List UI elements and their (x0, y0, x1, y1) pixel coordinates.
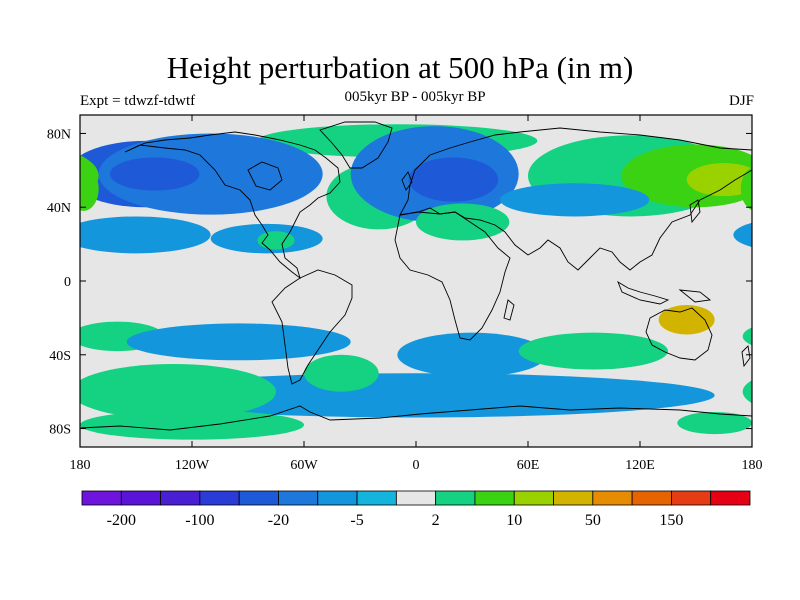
colorbar-swatch (199, 490, 240, 506)
season-label: DJF (728, 93, 754, 109)
field-europe-deep-low (408, 157, 499, 202)
height-perturbation-field (80, 124, 752, 440)
colorbar-swatch (317, 490, 358, 506)
field-south-america-low (126, 323, 351, 361)
map-subtitle: 005kyr BP - 005kyr BP (344, 89, 486, 105)
coastline-australia (645, 307, 713, 361)
colorbar-swatch (671, 490, 712, 506)
coastline-british-isles (401, 171, 413, 191)
field-east-asia-low (500, 183, 650, 217)
colorbar-swatch (395, 490, 437, 506)
map-axes: 180 120W 60W 0 60E 120E 180 80N 40N 0 40S 80S (47, 115, 763, 473)
colorbar-label: 2 (432, 512, 440, 529)
field-north-america-low (98, 133, 323, 215)
lon-tick-label: 180 (70, 458, 91, 473)
lat-tick-label: 80S (49, 423, 71, 438)
coastline-hudson-bay (247, 161, 283, 191)
map-title: Height perturbation at 500 hPa (in m) (166, 50, 634, 85)
colorbar-swatch (592, 490, 633, 506)
colorbar-swatch (238, 490, 279, 506)
colorbar-label: -20 (268, 512, 289, 529)
colorbar-label: -5 (350, 512, 363, 529)
field-australia-strong-high (658, 304, 715, 335)
coastline-new-guinea (678, 289, 712, 303)
field-north-america-deep-low (109, 157, 200, 191)
field-dateline-west-high-wrap (740, 167, 752, 211)
colorbar-swatch (356, 490, 397, 506)
colorbar: -200 -100 -20 -5 2 10 50 150 (81, 490, 751, 529)
colorbar-swatch (513, 490, 554, 506)
field-pacific-strong-high-wrap (80, 168, 90, 191)
colorbar-swatch (710, 490, 751, 506)
field-pacific-strong-high (686, 162, 752, 197)
field-antarctic-high (80, 410, 304, 440)
coastline-eurasia (399, 127, 752, 271)
coastline-antarctica (80, 405, 752, 431)
lon-tick-label: 0 (413, 458, 420, 473)
coastline-new-zealand (741, 345, 751, 368)
field-southern-ocean-high (80, 364, 276, 420)
coastline-greenland (319, 121, 393, 169)
colorbar-swatch (553, 490, 594, 506)
lon-tick-label: 60E (517, 458, 540, 473)
field-south-pacific-high-wrap (742, 327, 752, 346)
colorbar-label: 10 (506, 512, 522, 529)
coastline-japan (689, 199, 701, 224)
colorbar-label: 150 (659, 512, 683, 529)
lon-tick-label: 120W (175, 458, 210, 473)
field-antarctic-east-high (677, 411, 752, 435)
colorbar-swatch (120, 490, 161, 506)
colorbar-swatch (278, 490, 319, 506)
field-north-pacific-low-wrap (733, 222, 752, 248)
coastline-indonesia (617, 280, 670, 305)
field-north-africa-high (416, 203, 510, 241)
colorbar-swatch (474, 490, 515, 506)
lon-tick-label: 60W (290, 458, 318, 473)
colorbar-swatch (435, 490, 476, 506)
lon-tick-label: 180 (742, 458, 763, 473)
lat-tick-label: 80N (47, 127, 71, 142)
lat-tick-label: 0 (64, 275, 71, 290)
lon-tick-label: 120E (625, 458, 655, 473)
field-south-atlantic-high (304, 354, 379, 392)
colorbar-swatch (160, 490, 201, 506)
lat-tick-label: 40S (49, 349, 71, 364)
coastline-madagascar (503, 299, 515, 321)
coastline-africa (394, 211, 511, 341)
coastlines (80, 121, 752, 431)
colorbar-label: -100 (185, 512, 214, 529)
lat-tick-label: 40N (47, 201, 71, 216)
colorbar-label: -200 (107, 512, 136, 529)
field-caribbean-high (257, 231, 295, 250)
colorbar-swatch (631, 490, 672, 506)
field-indian-ocean-low (397, 332, 547, 377)
colorbar-label: 50 (585, 512, 601, 529)
field-southern-ocean-high-wrap (742, 380, 752, 404)
experiment-label: Expt = tdwzf-tdwtf (80, 93, 196, 109)
colorbar-swatch (81, 490, 122, 506)
field-south-indian-high (518, 332, 668, 370)
field-dateline-west-high (80, 166, 99, 211)
coastline-south-america (271, 269, 353, 385)
coastline-north-america (124, 131, 341, 280)
field-north-pacific-low (80, 216, 211, 254)
